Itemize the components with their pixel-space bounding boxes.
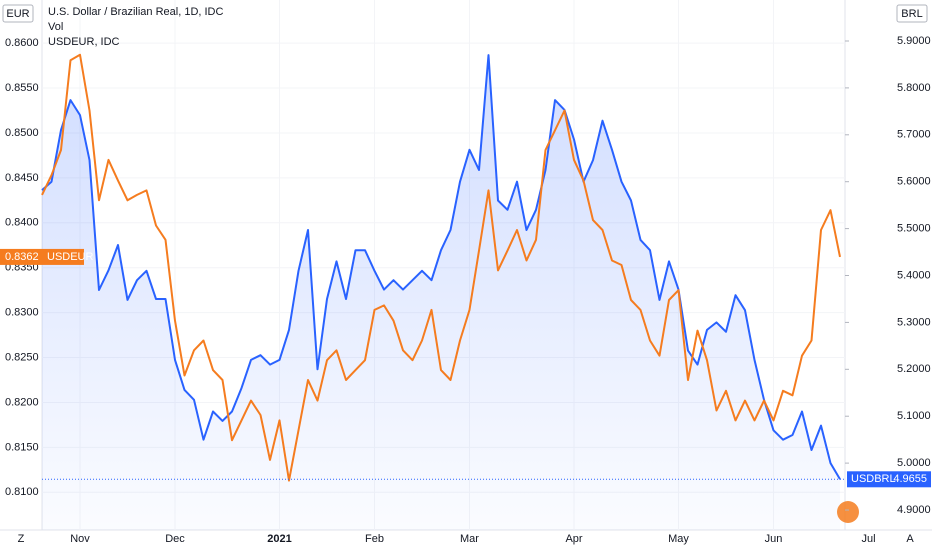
last-value-box — [0, 248, 84, 265]
y-tick-label: 0.8100 — [5, 486, 39, 498]
ylabel-box — [2, 4, 34, 23]
x-tick-label: May — [668, 533, 689, 545]
y-tick-label: 0.8450 — [5, 172, 39, 184]
last-value: 4.9655 — [893, 473, 927, 485]
button[interactable]: Z — [18, 533, 25, 545]
button[interactable]: A — [906, 533, 914, 545]
ylabel: EUR — [6, 8, 29, 20]
y-tick-label: 0.8550 — [5, 82, 39, 94]
y2-tick-label: 5.9000 — [897, 35, 931, 47]
last-value: 0.8362 — [5, 251, 39, 263]
x-tick-label: Jun — [765, 533, 783, 545]
y2-tick-label: 5.4000 — [897, 269, 931, 281]
y2-tick-label: 5.3000 — [897, 316, 931, 328]
y2-tick-label: 5.2000 — [897, 363, 931, 375]
x-tick-label: Feb — [365, 533, 384, 545]
legend-line: Vol — [48, 21, 63, 33]
y-tick-label: 0.8200 — [5, 396, 39, 408]
y-tick-label: 0.8500 — [5, 127, 39, 139]
logo — [837, 501, 859, 523]
y2-tick-label: 5.7000 — [897, 129, 931, 141]
series-line — [41, 53, 841, 482]
x-tick-label: Dec — [165, 533, 185, 545]
last-value-box — [847, 471, 931, 488]
y2-tick-label: 4.9000 — [897, 504, 931, 516]
legend-line: USDEUR, IDC — [48, 36, 120, 48]
area-fill — [42, 55, 840, 530]
y2-tick-label: 5.5000 — [897, 223, 931, 235]
y-tick-label: 0.8400 — [5, 217, 39, 229]
y-tick-label: 0.8250 — [5, 351, 39, 363]
y2label: BRL — [901, 8, 922, 20]
x-tick-label: 2021 — [267, 533, 291, 545]
y-tick-label: 0.8150 — [5, 441, 39, 453]
y-tick-label: 0.8600 — [5, 37, 39, 49]
y2-tick-label: 5.1000 — [897, 410, 931, 422]
y2-tick-label: 5.6000 — [897, 176, 931, 188]
y2-tick-label: 5.8000 — [897, 82, 931, 94]
x-tick-label: Mar — [460, 533, 479, 545]
chart-title: U.S. Dollar / Brazilian Real, 1D, IDC — [48, 6, 223, 18]
x-tick-label: Nov — [70, 533, 90, 545]
y2-tick-label: 5.0000 — [897, 457, 931, 469]
series-line — [41, 54, 841, 480]
last-value-name: USDEUR — [47, 251, 94, 263]
y2label-box — [896, 4, 928, 23]
last-value-name: USDBRL — [851, 473, 896, 485]
y-tick-label: 0.8300 — [5, 307, 39, 319]
x-tick-label: Jul — [861, 533, 875, 545]
x-tick-label: Apr — [565, 533, 582, 545]
